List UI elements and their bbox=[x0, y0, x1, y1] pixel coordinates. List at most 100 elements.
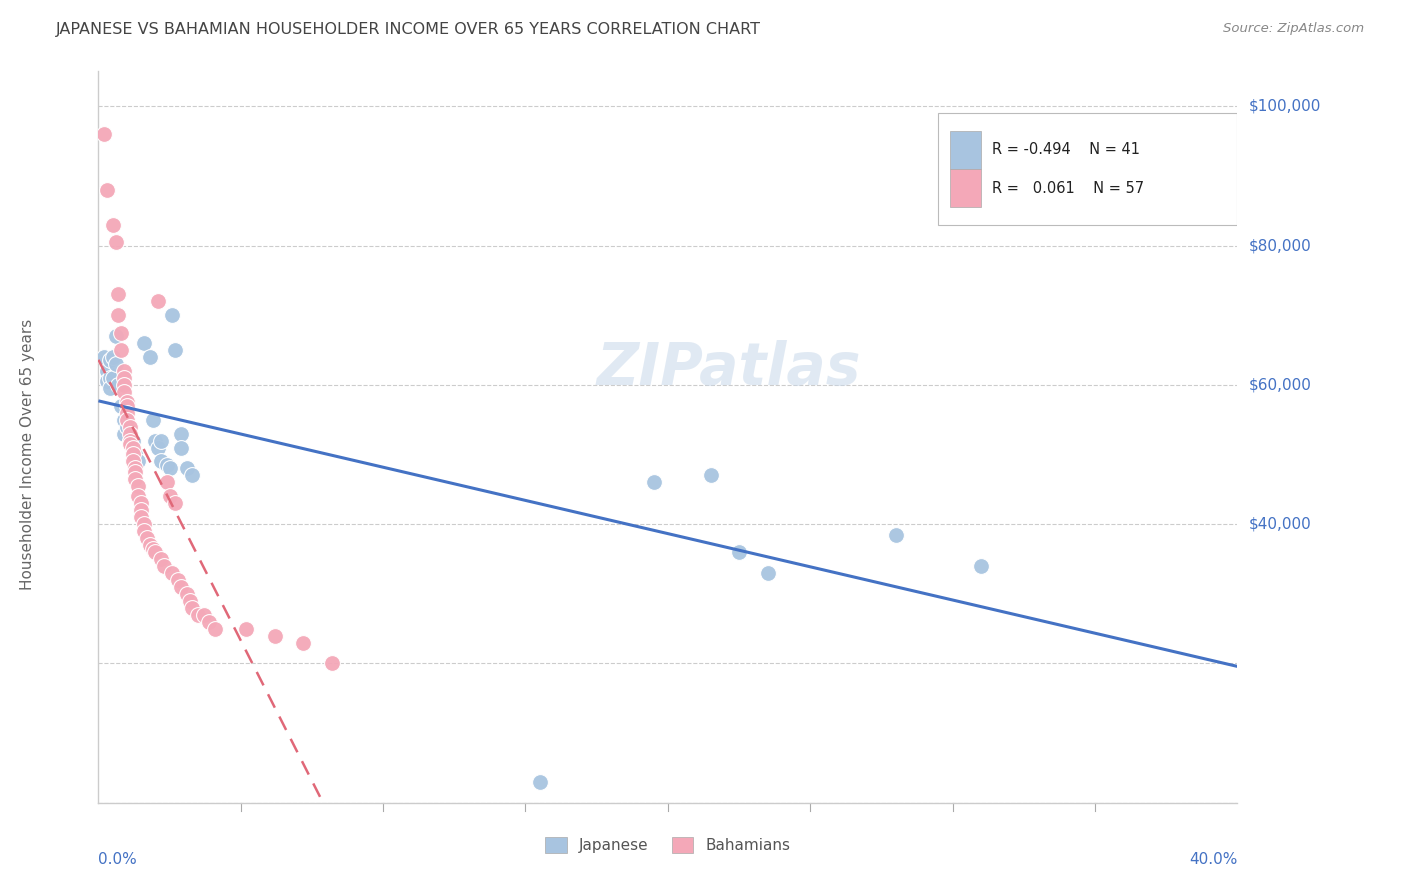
Point bbox=[127, 489, 149, 503]
Point bbox=[643, 475, 665, 490]
Point bbox=[101, 218, 124, 232]
Point bbox=[187, 607, 209, 622]
Point bbox=[112, 377, 135, 392]
Point bbox=[150, 434, 173, 448]
Point bbox=[176, 461, 198, 475]
Point bbox=[170, 441, 193, 455]
Point bbox=[529, 775, 551, 789]
Point bbox=[107, 308, 129, 322]
Point bbox=[112, 426, 135, 441]
Point bbox=[98, 353, 121, 368]
Point bbox=[104, 357, 127, 371]
Point bbox=[132, 517, 155, 532]
Point bbox=[292, 635, 315, 649]
Point bbox=[129, 510, 152, 524]
Text: R = -0.494    N = 41: R = -0.494 N = 41 bbox=[993, 142, 1140, 157]
Point bbox=[193, 607, 215, 622]
FancyBboxPatch shape bbox=[949, 169, 981, 207]
Point bbox=[132, 524, 155, 538]
Point bbox=[728, 545, 751, 559]
Legend: Japanese, Bahamians: Japanese, Bahamians bbox=[538, 829, 797, 861]
Point bbox=[104, 235, 127, 249]
FancyBboxPatch shape bbox=[938, 113, 1237, 225]
Point bbox=[970, 558, 993, 573]
Point bbox=[104, 329, 127, 343]
Point bbox=[96, 364, 118, 378]
Point bbox=[756, 566, 779, 580]
Text: Householder Income Over 65 years: Householder Income Over 65 years bbox=[20, 318, 35, 591]
Point bbox=[101, 350, 124, 364]
Text: $60,000: $60,000 bbox=[1249, 377, 1312, 392]
Point bbox=[235, 622, 257, 636]
Text: $40,000: $40,000 bbox=[1249, 516, 1312, 532]
Point bbox=[115, 395, 138, 409]
Point bbox=[118, 434, 141, 448]
Point bbox=[121, 454, 143, 468]
Point bbox=[138, 538, 160, 552]
Text: $80,000: $80,000 bbox=[1249, 238, 1312, 253]
Point bbox=[115, 406, 138, 420]
Point bbox=[118, 437, 141, 451]
Text: $100,000: $100,000 bbox=[1249, 99, 1322, 113]
Point bbox=[96, 183, 118, 197]
Point bbox=[181, 468, 204, 483]
Point bbox=[179, 594, 201, 608]
Point bbox=[198, 615, 221, 629]
Point bbox=[153, 558, 176, 573]
Point bbox=[129, 503, 152, 517]
Text: ZIPatlas: ZIPatlas bbox=[596, 340, 860, 397]
Point bbox=[141, 412, 163, 426]
Point bbox=[170, 426, 193, 441]
Point bbox=[181, 600, 204, 615]
Text: 40.0%: 40.0% bbox=[1189, 852, 1237, 866]
Point bbox=[107, 287, 129, 301]
Text: JAPANESE VS BAHAMIAN HOUSEHOLDER INCOME OVER 65 YEARS CORRELATION CHART: JAPANESE VS BAHAMIAN HOUSEHOLDER INCOME … bbox=[56, 22, 761, 37]
Point bbox=[96, 375, 118, 389]
Point bbox=[884, 527, 907, 541]
Text: 0.0%: 0.0% bbox=[98, 852, 138, 866]
Point bbox=[162, 566, 184, 580]
Point bbox=[124, 465, 146, 479]
Text: R =   0.061    N = 57: R = 0.061 N = 57 bbox=[993, 181, 1144, 196]
Point bbox=[150, 552, 173, 566]
Point bbox=[321, 657, 343, 671]
Point bbox=[115, 412, 138, 426]
Text: Source: ZipAtlas.com: Source: ZipAtlas.com bbox=[1223, 22, 1364, 36]
Point bbox=[118, 419, 141, 434]
Point bbox=[112, 384, 135, 399]
Point bbox=[145, 434, 167, 448]
Point bbox=[165, 496, 187, 510]
Point bbox=[159, 489, 181, 503]
Point bbox=[148, 294, 170, 309]
Point bbox=[121, 434, 143, 448]
Point bbox=[176, 587, 198, 601]
Point bbox=[129, 496, 152, 510]
Point bbox=[204, 622, 226, 636]
Point bbox=[124, 472, 146, 486]
Point bbox=[121, 448, 143, 462]
Point bbox=[156, 475, 179, 490]
Point bbox=[145, 545, 167, 559]
Point bbox=[159, 461, 181, 475]
Point bbox=[148, 441, 170, 455]
Point bbox=[156, 458, 179, 472]
Point bbox=[112, 412, 135, 426]
Point bbox=[264, 629, 287, 643]
Point bbox=[115, 399, 138, 413]
Point bbox=[98, 371, 121, 385]
Point bbox=[110, 399, 132, 413]
Point bbox=[110, 326, 132, 340]
Point bbox=[121, 441, 143, 455]
Point bbox=[98, 381, 121, 395]
Point bbox=[110, 343, 132, 357]
Point bbox=[124, 448, 146, 462]
Point bbox=[150, 454, 173, 468]
Point bbox=[167, 573, 190, 587]
Point bbox=[165, 343, 187, 357]
Point bbox=[112, 371, 135, 385]
Point bbox=[107, 377, 129, 392]
FancyBboxPatch shape bbox=[949, 130, 981, 169]
Point bbox=[93, 127, 115, 141]
Point bbox=[93, 350, 115, 364]
Point bbox=[124, 461, 146, 475]
